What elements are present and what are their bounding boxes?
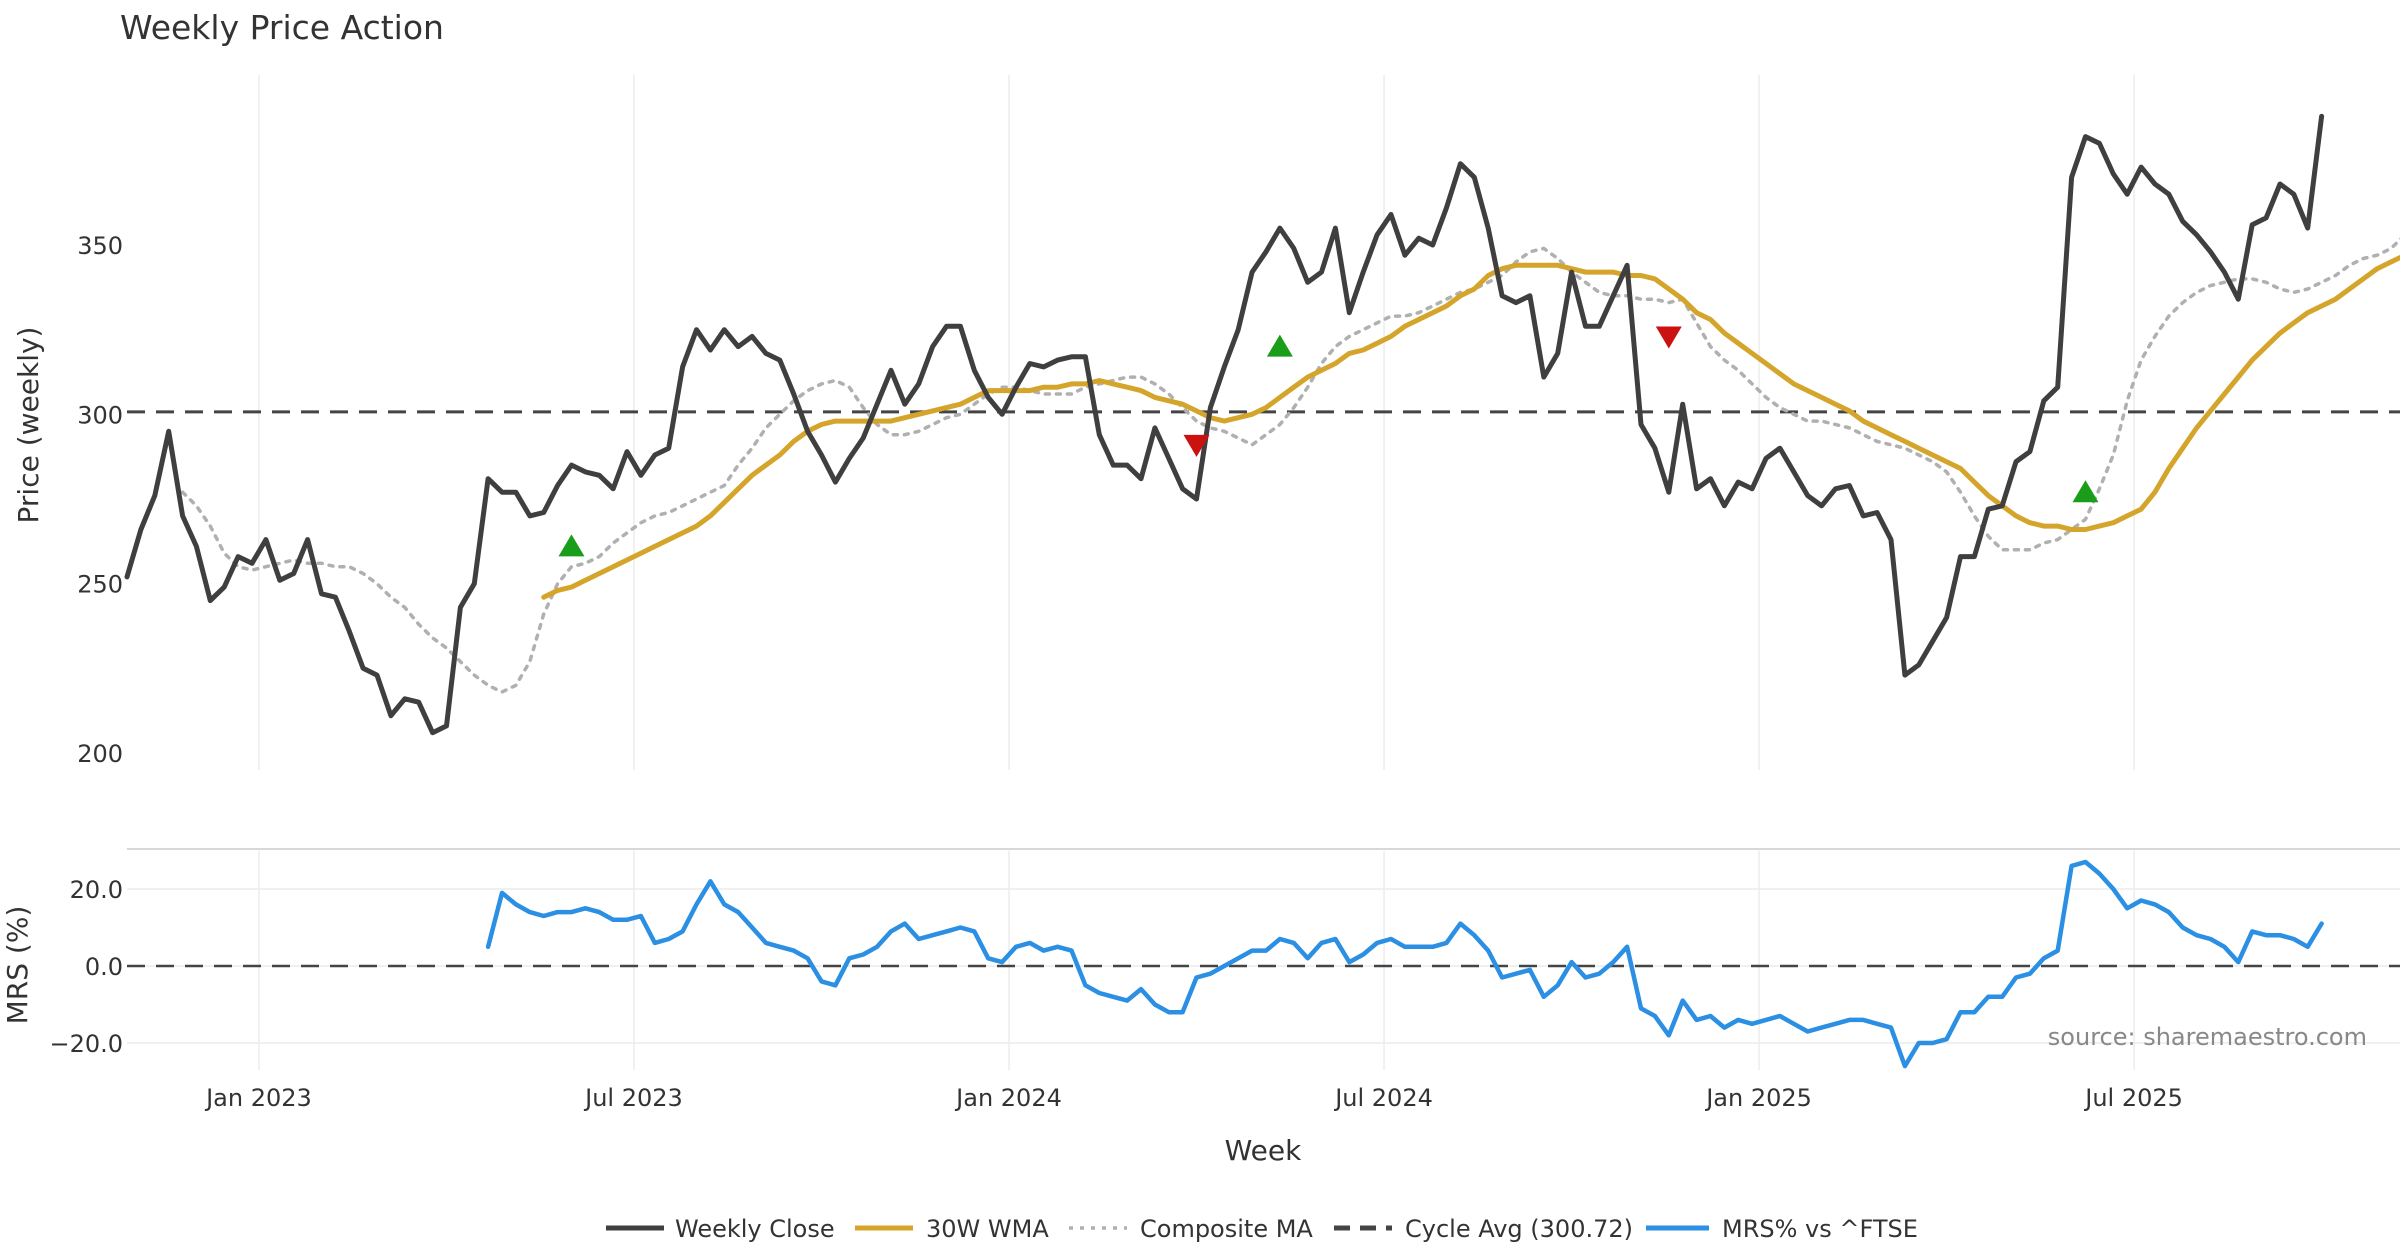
legend-label: Weekly Close (675, 1215, 835, 1243)
main-gridlines (258, 75, 2135, 770)
x-tick-label: Jul 2023 (583, 1084, 683, 1112)
y-tick-label: 200 (77, 740, 123, 768)
chart-title: Weekly Price Action (120, 8, 444, 47)
x-axis-label: Week (1225, 1134, 1302, 1167)
legend: Weekly Close 30W WMA Composite MA Cycle Avg… (606, 1215, 1918, 1243)
buy-signal-marker (2072, 480, 2099, 503)
x-tick-label: Jul 2025 (2083, 1084, 2183, 1112)
legend-label: Cycle Avg (300.72) (1405, 1215, 1633, 1243)
y-tick-label: 300 (77, 401, 123, 429)
mrs-series-group (485, 859, 2324, 1069)
signal-markers (558, 326, 2099, 557)
buy-signal-marker (558, 534, 585, 557)
main-series-group (124, 113, 2400, 736)
y-tick-label: 350 (77, 232, 123, 260)
legend-label: MRS% vs ^FTSE (1722, 1215, 1918, 1243)
legend-label: 30W WMA (926, 1215, 1049, 1243)
weekly-close-line (124, 113, 2325, 736)
legend-label: Composite MA (1140, 1215, 1313, 1243)
y-tick-label: 250 (77, 571, 123, 599)
y-tick-label: 0.0 (85, 953, 123, 981)
main-y-ticks: 200 250 300 350 (77, 232, 123, 768)
mrs-y-ticks: 20.0 0.0 −20.0 (49, 876, 123, 1058)
y-tick-label: −20.0 (49, 1030, 123, 1058)
source-text: source: sharemaestro.com (2048, 1023, 2367, 1051)
x-tick-label: Jan 2025 (1704, 1084, 1812, 1112)
mrs-y-axis-label: MRS (%) (1, 906, 34, 1025)
wma-30w-line (541, 254, 2400, 600)
sell-signal-marker (1183, 434, 1210, 457)
sell-signal-marker (1655, 326, 1682, 349)
main-y-axis-label: Price (weekly) (12, 327, 45, 524)
mrs-line (485, 859, 2324, 1069)
composite-ma-line (180, 237, 2400, 694)
y-tick-label: 20.0 (70, 876, 123, 904)
x-tick-label: Jan 2023 (204, 1084, 312, 1112)
buy-signal-marker (1266, 334, 1293, 357)
x-axis-ticks: Jan 2023 Jul 2023 Jan 2024 Jul 2024 Jan 2025… (204, 1084, 2183, 1112)
x-tick-label: Jul 2024 (1333, 1084, 1433, 1112)
x-tick-label: Jan 2024 (954, 1084, 1062, 1112)
